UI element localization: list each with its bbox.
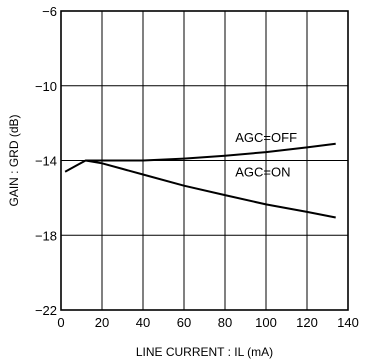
x-tick-label: 20	[95, 315, 109, 330]
x-tick-label: 40	[136, 315, 150, 330]
annotation-label: AGC=ON	[235, 164, 290, 179]
x-tick-label: 140	[337, 315, 359, 330]
x-tick-label: 60	[177, 315, 191, 330]
y-tick-label: −10	[35, 79, 57, 94]
x-tick-label: 120	[296, 315, 318, 330]
x-tick-label: 0	[57, 315, 64, 330]
y-tick-label: −22	[35, 303, 57, 318]
series-line-agc-off	[64, 142, 336, 173]
series-line-agc-on	[85, 159, 336, 219]
annotation-label: AGC=OFF	[235, 130, 297, 145]
y-axis-label: GAIN : GRD (dB)	[7, 114, 21, 206]
y-tick-label: −18	[35, 228, 57, 243]
x-axis-label: LINE CURRENT : IL (mA)	[136, 345, 273, 359]
x-tick-labels: 0 20 40 60 80 100 120 140	[57, 315, 358, 330]
plot-frame	[60, 10, 349, 311]
series-group	[64, 142, 336, 219]
y-tick-label: −14	[35, 154, 57, 169]
grid	[61, 11, 348, 310]
x-tick-label: 100	[255, 315, 277, 330]
x-tick-label: 80	[218, 315, 232, 330]
y-tick-label: −6	[42, 4, 57, 19]
y-tick-labels: −6 −10 −14 −18 −22	[35, 4, 57, 318]
annotations: AGC=OFF AGC=ON	[235, 130, 297, 180]
